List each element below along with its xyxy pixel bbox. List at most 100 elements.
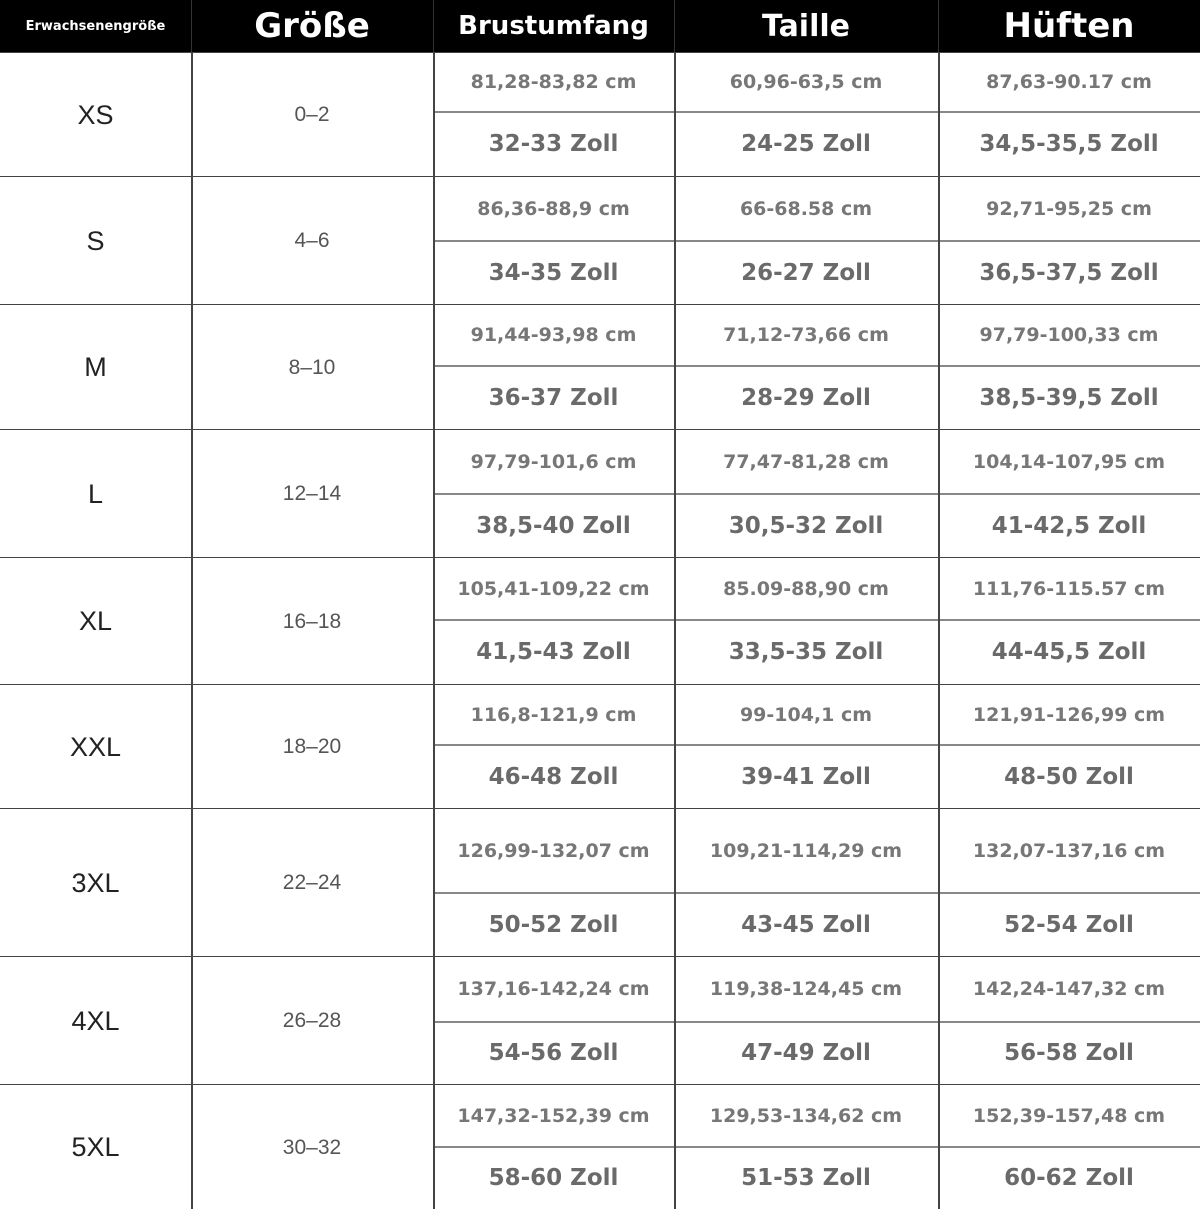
bust-cm: 126,99-132,07 cm [457, 839, 650, 862]
bust-cm: 116,8-121,9 cm [470, 703, 637, 726]
column-divider [191, 685, 193, 808]
bust-cm: 91,44-93,98 cm [470, 324, 637, 346]
column-divider [674, 177, 676, 304]
numeric-size: 12–14 [282, 482, 342, 505]
header-divider [938, 0, 939, 52]
numeric-size: 30–32 [282, 1135, 342, 1159]
column-divider [191, 177, 193, 304]
column-divider [191, 1085, 193, 1209]
column-divider [674, 685, 676, 808]
column-divider [191, 305, 193, 429]
header-waist: Taille [761, 8, 851, 44]
bust-inches: 41,5-43 Zoll [476, 639, 631, 665]
column-divider [938, 430, 940, 557]
table-row: 4XL 26–28 137,16-142,24 cm 54-56 Zoll 119,38… [0, 956, 1200, 1084]
numeric-size: 26–28 [282, 1009, 342, 1032]
hips-inches: 60-62 Zoll [1004, 1165, 1134, 1191]
waist-inches: 24-25 Zoll [741, 131, 871, 157]
waist-cm: 77,47-81,28 cm [723, 450, 889, 473]
waist-inches: 26-27 Zoll [741, 259, 871, 286]
hips-inches: 34,5-35,5 Zoll [979, 131, 1159, 157]
size-label: S [86, 225, 105, 256]
hips-inches: 38,5-39,5 Zoll [979, 384, 1159, 411]
numeric-size: 16–18 [282, 609, 342, 633]
column-divider [938, 305, 940, 429]
waist-inches: 47-49 Zoll [741, 1040, 871, 1066]
hips-inches: 52-54 Zoll [1004, 911, 1134, 938]
table-row: XL 16–18 105,41-109,22 cm 41,5-43 Zoll 85.09… [0, 557, 1200, 684]
size-label: XS [77, 99, 114, 130]
column-divider [674, 809, 676, 956]
column-divider [938, 809, 940, 956]
column-divider [433, 809, 435, 956]
header-hips: Hüften [1003, 6, 1135, 46]
subrow-divider [433, 111, 1200, 113]
bust-cm: 137,16-142,24 cm [457, 978, 650, 1000]
table-row: M 8–10 91,44-93,98 cm 36-37 Zoll 71,12-73,66… [0, 304, 1200, 429]
column-divider [938, 558, 940, 684]
bust-inches: 38,5-40 Zoll [476, 512, 631, 539]
table-row: XS 0–2 81,28-83,82 cm 32-33 Zoll 60,96-63,5 … [0, 52, 1200, 176]
table-row: S 4–6 86,36-88,9 cm 34-35 Zoll 66-68.58 cm 26… [0, 176, 1200, 304]
bust-cm: 86,36-88,9 cm [477, 197, 630, 220]
hips-inches: 36,5-37,5 Zoll [979, 259, 1159, 286]
waist-cm: 109,21-114,29 cm [709, 839, 903, 862]
bust-inches: 34-35 Zoll [488, 259, 619, 286]
waist-cm: 66-68.58 cm [739, 197, 873, 220]
numeric-size: 22–24 [282, 871, 342, 894]
bust-cm: 97,79-101,6 cm [470, 450, 637, 473]
subrow-divider [433, 744, 1200, 746]
column-divider [938, 1085, 940, 1209]
hips-cm: 152,39-157,48 cm [972, 1104, 1166, 1127]
column-divider [433, 53, 435, 176]
waist-inches: 51-53 Zoll [741, 1165, 871, 1191]
hips-cm: 132,07-137,16 cm [972, 839, 1166, 862]
hips-cm: 104,14-107,95 cm [972, 450, 1166, 473]
bust-inches: 50-52 Zoll [488, 911, 619, 938]
header-divider [433, 0, 434, 52]
column-divider [938, 957, 940, 1084]
column-divider [938, 685, 940, 808]
column-divider [191, 53, 193, 176]
subrow-divider [433, 619, 1200, 621]
hips-cm: 92,71-95,25 cm [986, 197, 1152, 220]
column-divider [191, 957, 193, 1084]
subrow-divider [433, 365, 1200, 367]
numeric-size: 8–10 [288, 355, 336, 379]
waist-inches: 30,5-32 Zoll [728, 512, 884, 539]
hips-inches: 44-45,5 Zoll [991, 639, 1147, 665]
waist-cm: 85.09-88,90 cm [723, 577, 889, 600]
table-row: L 12–14 97,79-101,6 cm 38,5-40 Zoll 77,47-81… [0, 429, 1200, 557]
size-label: L [87, 478, 104, 509]
table-row: 5XL 30–32 147,32-152,39 cm 58-60 Zoll 129,53… [0, 1084, 1200, 1209]
hips-inches: 41-42,5 Zoll [991, 512, 1147, 539]
size-label: 4XL [71, 1005, 120, 1036]
column-divider [433, 558, 435, 684]
subrow-divider [433, 1146, 1200, 1148]
column-divider [433, 177, 435, 304]
column-divider [433, 430, 435, 557]
bust-inches: 58-60 Zoll [488, 1165, 619, 1191]
waist-cm: 129,53-134,62 cm [709, 1104, 903, 1127]
column-divider [433, 305, 435, 429]
column-divider [674, 305, 676, 429]
bust-inches: 46-48 Zoll [488, 763, 619, 790]
size-label: M [84, 352, 107, 382]
subrow-divider [433, 1021, 1200, 1023]
subrow-divider [433, 493, 1200, 495]
column-divider [191, 809, 193, 956]
hips-cm: 121,91-126,99 cm [972, 703, 1166, 726]
numeric-size: 4–6 [294, 229, 330, 252]
waist-inches: 28-29 Zoll [741, 384, 871, 411]
size-label: 3XL [71, 867, 120, 898]
size-label: 5XL [71, 1132, 120, 1162]
waist-cm: 60,96-63,5 cm [729, 71, 883, 93]
hips-inches: 48-50 Zoll [1004, 763, 1134, 790]
hips-cm: 111,76-115.57 cm [972, 577, 1166, 600]
table-row: 3XL 22–24 126,99-132,07 cm 50-52 Zoll 109,21… [0, 808, 1200, 956]
column-divider [191, 558, 193, 684]
hips-cm: 97,79-100,33 cm [979, 324, 1159, 346]
waist-inches: 33,5-35 Zoll [728, 639, 884, 665]
hips-inches: 56-58 Zoll [1004, 1040, 1134, 1066]
waist-cm: 71,12-73,66 cm [723, 324, 889, 346]
